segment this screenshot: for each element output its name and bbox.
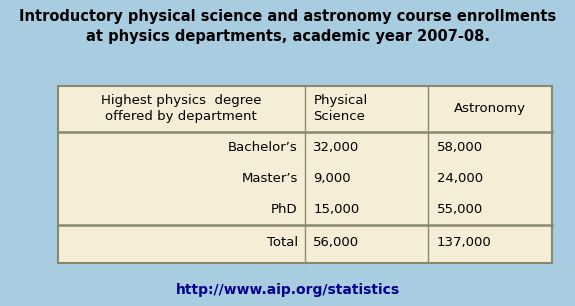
Text: Bachelor’s: Bachelor’s xyxy=(228,141,298,154)
Text: 15,000: 15,000 xyxy=(313,203,359,216)
Text: Total: Total xyxy=(267,236,298,249)
Text: Highest physics  degree
offered by department: Highest physics degree offered by depart… xyxy=(101,94,262,123)
FancyBboxPatch shape xyxy=(58,86,552,263)
Text: PhD: PhD xyxy=(271,203,298,216)
Text: 58,000: 58,000 xyxy=(437,141,483,154)
Text: 24,000: 24,000 xyxy=(437,172,483,185)
Text: 137,000: 137,000 xyxy=(437,236,492,249)
Text: 56,000: 56,000 xyxy=(313,236,359,249)
Text: Introductory physical science and astronomy course enrollments
at physics depart: Introductory physical science and astron… xyxy=(19,9,556,44)
Text: Physical
Science: Physical Science xyxy=(313,94,367,123)
Text: 32,000: 32,000 xyxy=(313,141,359,154)
Text: Astronomy: Astronomy xyxy=(454,102,526,115)
Text: http://www.aip.org/statistics: http://www.aip.org/statistics xyxy=(175,283,400,297)
Text: Master’s: Master’s xyxy=(242,172,298,185)
Text: 9,000: 9,000 xyxy=(313,172,351,185)
Text: 55,000: 55,000 xyxy=(437,203,483,216)
